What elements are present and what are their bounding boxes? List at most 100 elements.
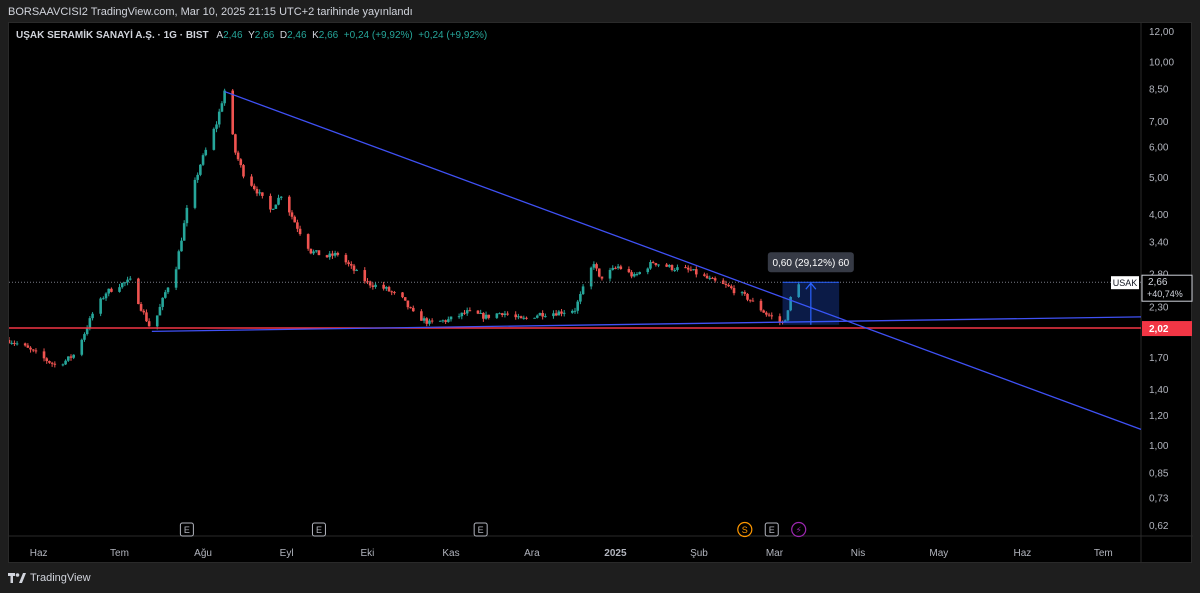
candle-body [487,314,491,318]
candle-body [797,284,801,297]
candle-body [344,254,348,263]
candle-body [608,269,612,279]
candle-body [185,207,189,224]
candle-body [438,320,442,322]
candle-body [91,313,94,319]
candle-body [789,296,792,311]
candle-body [670,265,674,271]
earnings-event-icon [473,522,488,537]
time-tick-label: Ara [524,548,540,559]
candle-body [371,285,375,287]
candle-body [619,266,623,269]
candle-body [29,347,32,350]
candle-body [495,313,499,318]
candle-body [500,313,504,316]
candle-body [406,300,410,308]
candle-body [196,174,199,180]
candle-body [142,310,146,313]
price-chart[interactable]: 12,0010,008,507,006,005,004,003,402,802,… [9,23,1193,564]
candle-body [50,362,54,364]
candle-body [576,301,579,311]
time-tick-label: Tem [1094,548,1113,559]
candle-body [673,269,677,271]
candle-body [15,343,19,345]
time-tick-label: Eyl [280,548,294,559]
candle-body [428,320,431,324]
lower-trendline [151,316,1142,333]
candle-body [368,281,372,286]
event-letter: ⚡ [796,525,802,535]
symbol-tag-box [1111,276,1139,290]
price-tick-label: 8,50 [1149,85,1169,96]
candle-body [649,262,652,269]
candle-body [703,274,706,276]
price-tick-label: 5,00 [1149,173,1169,184]
candle-body [730,286,733,289]
change-value-2: +0,24 (+9,92%) [418,30,488,41]
candle-body [180,240,183,252]
candle-body [193,179,197,208]
footer-bar [0,563,1200,593]
candle-body [522,317,526,319]
time-tick-label: Şub [690,548,708,559]
candle-body [592,264,596,268]
candle-body [269,195,272,210]
candle-body [161,297,164,307]
candle-body [686,267,690,270]
measure-label: 0,60 (29,12%) 60 [772,258,849,269]
candle-body [638,272,641,274]
candle-body [336,252,340,255]
low-label: D [279,30,288,41]
candle-body [778,316,782,322]
candle-body [126,279,129,283]
candle-body [107,288,111,294]
candle-body [503,313,507,316]
candle-body [676,267,679,270]
candle-body [9,340,11,343]
candle-body [252,185,256,190]
candle-body [64,360,67,365]
tradingview-brand[interactable]: TradingView [8,572,91,584]
candle-body [220,103,224,112]
candle-body [514,314,518,318]
candle-body [743,292,747,294]
candle-body [460,312,464,317]
candle-body [441,320,445,322]
chart-frame[interactable]: 12,0010,008,507,006,005,004,003,402,802,… [8,22,1193,564]
candle-body [770,315,774,317]
candle-body [713,278,717,281]
candle-body [746,293,749,300]
candle-body [212,128,216,150]
candle-body [783,320,787,323]
candle-body [724,284,728,286]
candle-body [85,328,89,335]
candle-body [517,316,520,318]
tradingview-logo-icon [8,573,26,583]
measure-label-box [767,252,854,273]
event-letter: E [769,525,775,535]
event-letter: S [742,525,748,535]
candle-body [557,311,561,316]
candle-body [711,277,714,279]
candle-body [10,342,13,344]
earnings-event-icon [311,522,326,537]
change-value: +0,24 (+9,92%) [343,30,413,41]
candle-body [535,315,539,318]
event-letter: E [478,525,484,535]
candle-body [26,345,30,348]
candle-body [217,111,221,125]
candle-body [457,316,461,318]
candle-body [708,277,712,279]
candle-body [627,268,631,273]
brand-name: TradingView [30,572,91,584]
candle-body [139,304,143,311]
candle-body [166,287,170,293]
candle-body [482,312,485,319]
candle-body [374,284,377,287]
candle-body [177,251,181,270]
candle-body [684,267,687,269]
candle-body [762,310,765,313]
candle-body [223,90,226,104]
candle-body [290,212,294,217]
candle-body [328,253,332,258]
